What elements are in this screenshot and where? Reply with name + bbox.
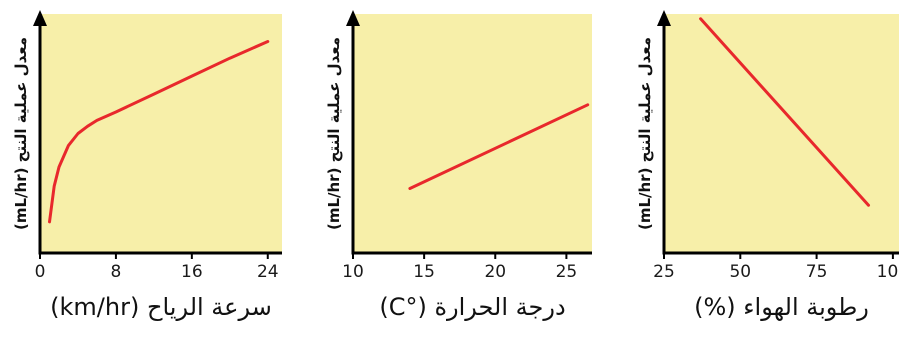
series-line-3 — [699, 17, 870, 207]
y-axis-title-3: معدل عملية النتح (mL/hr) — [636, 37, 654, 230]
x-tick-label: 75 — [806, 262, 828, 282]
x-tick-label: 20 — [484, 262, 506, 282]
x-tick-label: 8 — [111, 262, 122, 282]
x-tick-label: 50 — [729, 262, 751, 282]
y-axis-title-2: معدل عملية النتح (mL/hr) — [325, 37, 343, 230]
series-line-2 — [408, 103, 590, 190]
x-tick-label: 10 — [342, 262, 364, 282]
plot-area-2 — [353, 14, 592, 253]
x-axis-title-1: سرعة الرياح (km/hr) — [50, 293, 272, 321]
x-tick-label: 0 — [35, 262, 46, 282]
x-tick-label: 25 — [556, 262, 578, 282]
y-axis-arrow-1 — [33, 10, 47, 26]
x-axis-title-2: درجة الحرارة (°C) — [379, 293, 565, 321]
x-axis-title-3: رطوبة الهواء (%) — [694, 293, 869, 321]
y-axis-arrow-2 — [346, 10, 360, 26]
y-axis-title-1: معدل عملية النتح (mL/hr) — [12, 37, 30, 230]
y-axis-arrow-3 — [657, 10, 671, 26]
x-tick-label: 24 — [257, 262, 279, 282]
series-line-1 — [48, 40, 270, 224]
plot-area-3 — [664, 14, 899, 253]
x-tick-label: 25 — [653, 262, 675, 282]
x-tick-label: 15 — [413, 262, 435, 282]
x-tick-label: 16 — [181, 262, 203, 282]
x-tick-label: 100 — [877, 262, 899, 282]
